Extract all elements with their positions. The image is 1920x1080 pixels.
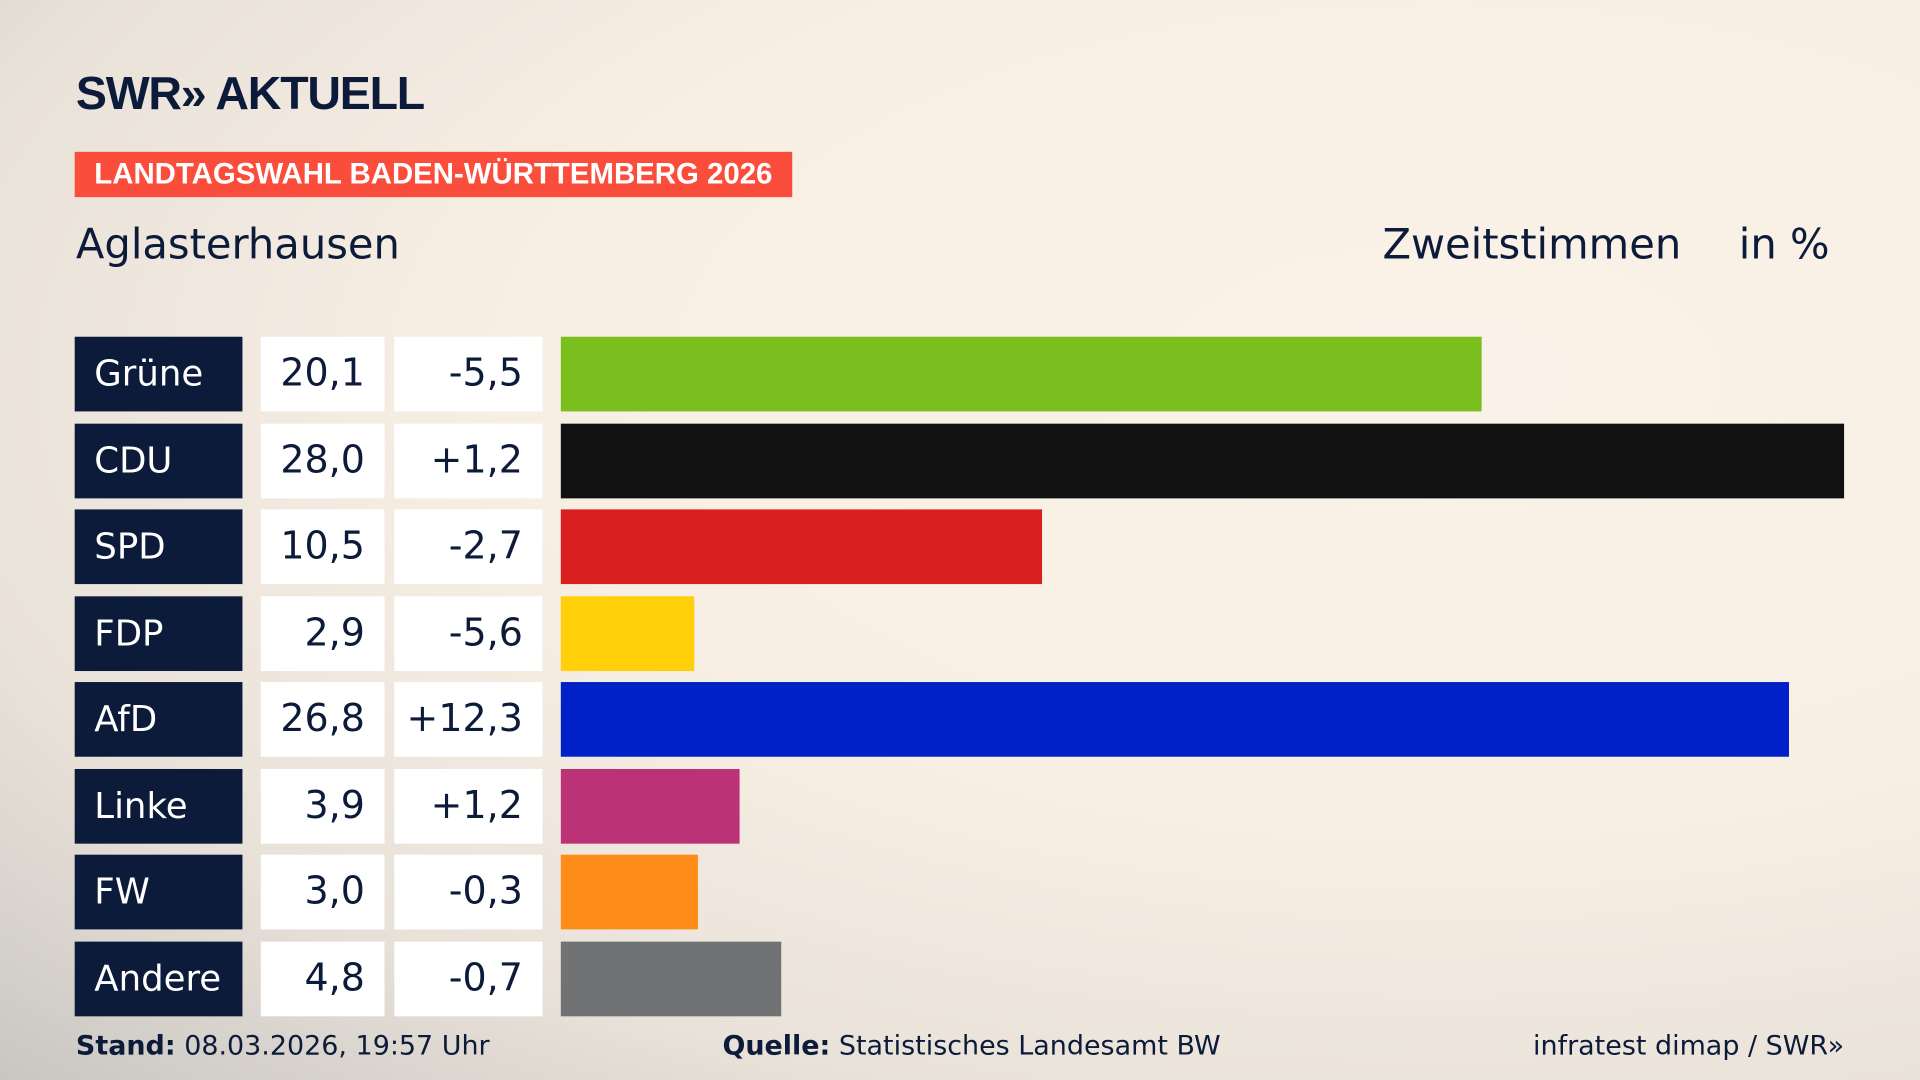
bar xyxy=(560,682,1790,757)
value-label: 3,9 xyxy=(260,768,385,844)
change-label: -2,7 xyxy=(394,509,543,585)
credit: infratest dimap / SWR» xyxy=(1533,1031,1845,1062)
party-label: SPD xyxy=(74,509,243,585)
stand-label: Stand: xyxy=(75,1031,176,1062)
bar xyxy=(560,941,781,1016)
value-label: 26,8 xyxy=(260,682,385,757)
value-label: 2,9 xyxy=(260,595,385,671)
change-label: -0,7 xyxy=(394,941,543,1016)
swr-aktuell-logo: SWR» AKTUELL xyxy=(75,68,425,121)
value-label: 20,1 xyxy=(260,336,385,412)
value-label: 3,0 xyxy=(260,854,385,930)
change-label: +12,3 xyxy=(394,682,543,757)
bar xyxy=(560,768,740,844)
party-label: Grüne xyxy=(74,336,243,412)
bar xyxy=(560,854,699,930)
election-banner: LANDTAGSWAHL BADEN-WÜRTTEMBERG 2026 xyxy=(74,151,792,198)
timestamp: Stand: 08.03.2026, 19:57 Uhr xyxy=(76,1031,490,1062)
party-label: CDU xyxy=(74,423,243,498)
bar xyxy=(560,423,1845,498)
bar xyxy=(560,336,1483,412)
source: Quelle: Statistisches Landesamt BW xyxy=(722,1031,1220,1062)
change-label: -5,6 xyxy=(394,595,543,671)
value-label: 4,8 xyxy=(260,941,385,1016)
party-label: FDP xyxy=(74,595,243,671)
party-label: Andere xyxy=(74,941,243,1016)
change-label: -0,3 xyxy=(394,854,543,930)
change-label: +1,2 xyxy=(394,768,543,844)
unit-label: in % xyxy=(1738,220,1830,270)
value-label: 10,5 xyxy=(260,509,385,585)
change-label: -5,5 xyxy=(394,336,543,412)
party-label: Linke xyxy=(74,768,243,844)
vote-type: Zweitstimmen xyxy=(1382,220,1682,270)
stand-value: 08.03.2026, 19:57 Uhr xyxy=(184,1031,490,1062)
source-value: Statistisches Landesamt BW xyxy=(838,1031,1221,1062)
change-label: +1,2 xyxy=(394,423,543,498)
bar xyxy=(560,595,694,671)
value-label: 28,0 xyxy=(260,423,385,498)
bar xyxy=(560,509,1043,585)
source-label: Quelle: xyxy=(722,1031,831,1062)
party-label: FW xyxy=(74,854,243,930)
party-label: AfD xyxy=(74,682,243,757)
place-title: Aglasterhausen xyxy=(75,220,400,270)
